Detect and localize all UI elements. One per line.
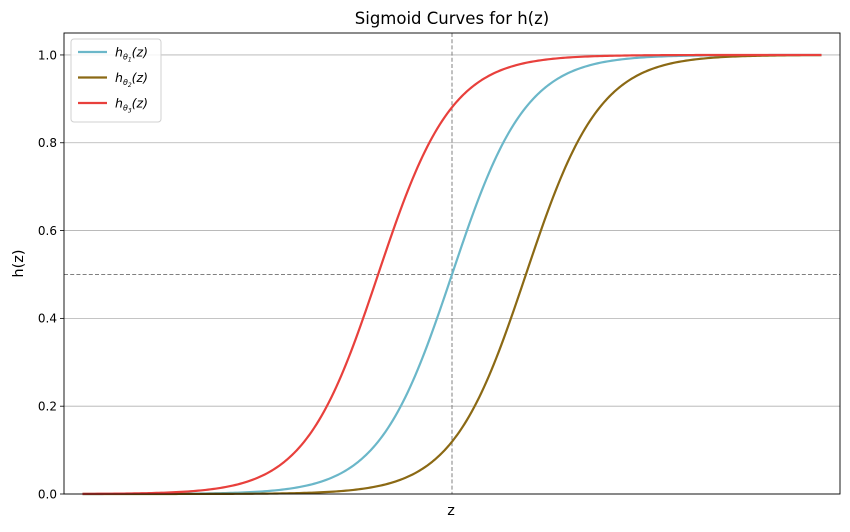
legend-label-subsub: 3 bbox=[128, 108, 132, 115]
legend: hθ1(z)hθ2(z)hθ3(z) bbox=[70, 38, 162, 123]
legend-label-base: h bbox=[115, 45, 123, 60]
legend-entry: hθ1(z) bbox=[78, 45, 148, 64]
legend-entry: hθ3(z) bbox=[78, 96, 148, 115]
y-tick-label: 0.8 bbox=[38, 136, 57, 150]
y-tick-label: 0.2 bbox=[38, 399, 57, 413]
legend-label-subsub: 1 bbox=[128, 57, 132, 64]
plot-frame bbox=[63, 32, 841, 495]
legend-box bbox=[70, 38, 162, 123]
legend-entry: hθ2(z) bbox=[78, 70, 148, 89]
y-axis-ticks: 0.0 0.2 0.4 0.6 0.8 1.0 bbox=[38, 48, 64, 501]
y-tick-label: 0.6 bbox=[38, 224, 57, 238]
y-tick-label: 0.4 bbox=[38, 312, 57, 326]
legend-label: hθ1(z) bbox=[115, 45, 148, 64]
y-axis-label: h(z) bbox=[11, 249, 27, 277]
legend-label-sub: θ bbox=[123, 78, 128, 87]
x-axis-label: z bbox=[447, 503, 455, 519]
legend-label-sub: θ bbox=[123, 104, 128, 113]
legend-label: hθ3(z) bbox=[115, 96, 148, 115]
legend-label-tail: (z) bbox=[132, 70, 148, 85]
legend-label-subsub: 2 bbox=[128, 82, 132, 89]
legend-label-sub: θ bbox=[123, 53, 128, 62]
y-tick-label: 1.0 bbox=[38, 48, 57, 62]
y-tick-label: 0.0 bbox=[38, 487, 57, 501]
legend-label-base: h bbox=[115, 70, 123, 85]
chart-title: Sigmoid Curves for h(z) bbox=[355, 9, 549, 28]
legend-label-tail: (z) bbox=[132, 96, 148, 111]
legend-label-tail: (z) bbox=[132, 45, 148, 60]
legend-label: hθ2(z) bbox=[115, 70, 148, 89]
reference-lines bbox=[64, 33, 840, 494]
legend-label-base: h bbox=[115, 96, 123, 111]
series-line-3 bbox=[82, 53, 822, 495]
